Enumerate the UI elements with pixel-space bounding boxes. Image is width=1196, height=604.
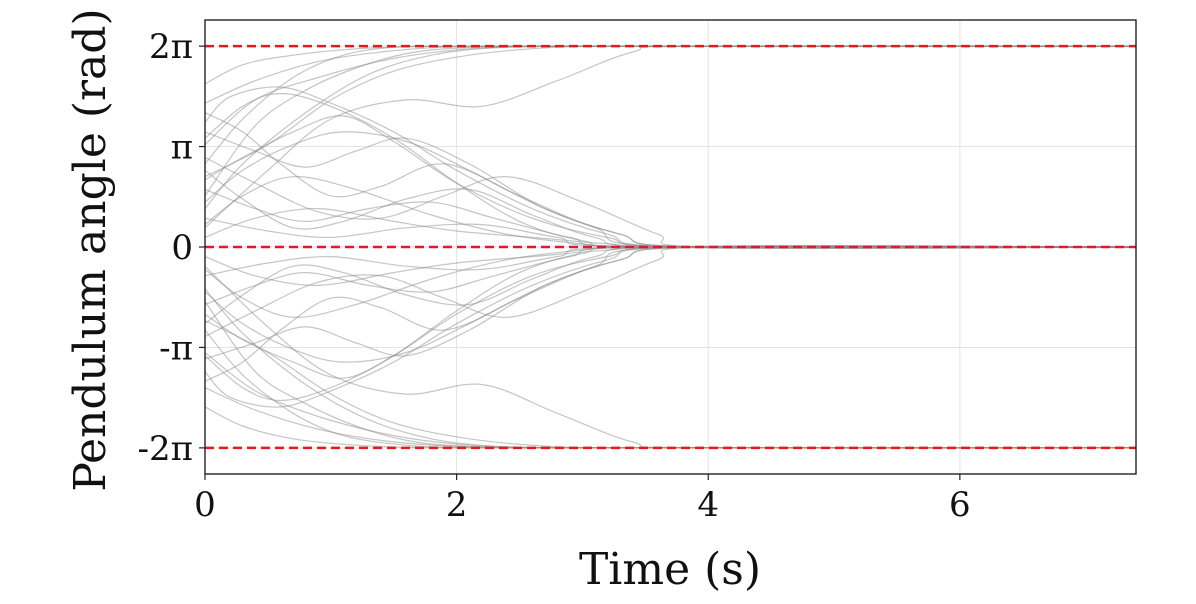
- y-tick-label: 2π: [149, 27, 193, 67]
- y-tick-label: π: [171, 128, 193, 168]
- trajectory-line: [204, 217, 1137, 249]
- trajectory-line: [204, 245, 1137, 277]
- reference-lines: [205, 44, 1136, 450]
- y-tick-label: 0: [171, 228, 193, 268]
- x-axis-label: Time (s): [579, 544, 761, 595]
- x-tick-label: 6: [949, 485, 971, 525]
- y-tick-label: -2π: [138, 429, 193, 469]
- y-tick-label: -π: [159, 328, 193, 368]
- x-tick-label: 4: [697, 485, 719, 525]
- x-tick-label: 0: [194, 485, 216, 525]
- x-tick-label: 2: [446, 485, 468, 525]
- axis-ticks: 0 2 4 6 2π π 0 -π -2π: [138, 27, 971, 525]
- y-axis-label: Pendulum angle (rad): [65, 8, 116, 491]
